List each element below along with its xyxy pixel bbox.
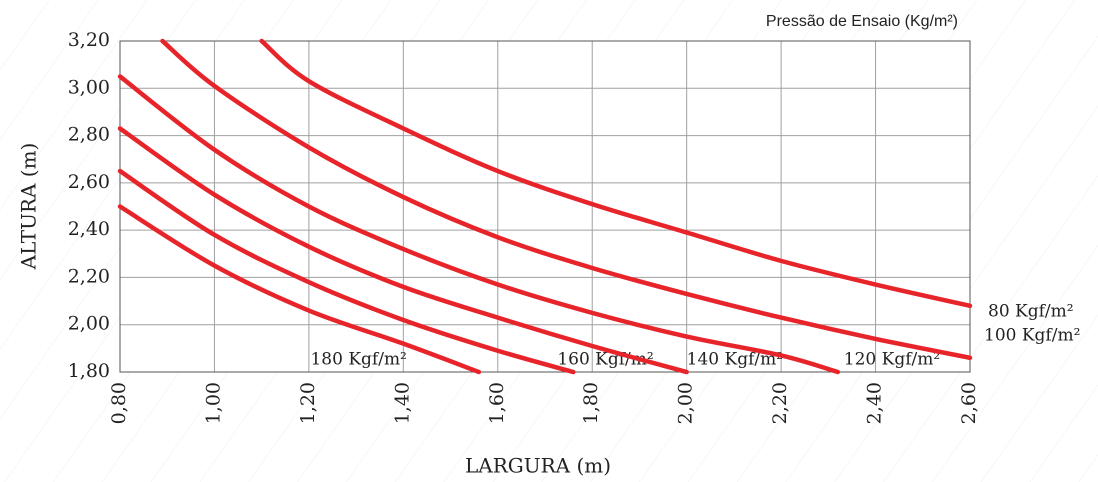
y-tick-label: 2,00 — [68, 313, 110, 335]
line-series — [117, 168, 576, 375]
x-tick-label: 1,20 — [297, 382, 319, 424]
line-series — [259, 38, 973, 309]
series-label: 80 Kgf/m² — [988, 301, 1074, 321]
y-tick-label: 2,60 — [68, 171, 110, 193]
x-tick-label: 1,00 — [202, 382, 224, 424]
plot-area — [120, 41, 970, 372]
y-tick-label: 2,20 — [68, 265, 110, 287]
x-tick-label: 2,40 — [864, 382, 886, 424]
y-axis-title: ALTURA (m) — [17, 143, 41, 271]
y-tick-label: 3,00 — [68, 76, 110, 98]
x-tick-label: 1,40 — [391, 382, 413, 424]
x-tick-label: 1,60 — [486, 382, 508, 424]
chart-title: Pressão de Ensaio (Kg/m²) — [766, 13, 958, 30]
series-label: 140 Kgf/m² — [687, 350, 783, 370]
line-series — [160, 38, 973, 361]
x-axis-title: LARGURA (m) — [465, 454, 611, 478]
y-tick-label: 2,40 — [68, 218, 110, 240]
series-label: 100 Kgf/m² — [984, 325, 1080, 345]
line-series — [117, 126, 689, 375]
y-tick-label: 2,80 — [68, 124, 110, 146]
x-tick-label: 2,00 — [675, 382, 697, 424]
y-tick-label: 1,80 — [68, 360, 110, 382]
series-label: 180 Kgf/m² — [310, 350, 406, 370]
line-series — [117, 204, 482, 375]
y-tick-label: 3,20 — [68, 29, 110, 51]
x-tick-label: 2,60 — [958, 382, 980, 424]
x-tick-label: 2,20 — [769, 382, 791, 424]
x-tick-label: 1,80 — [580, 382, 602, 424]
series-label: 120 Kgf/m² — [844, 350, 940, 370]
line-series — [117, 74, 841, 375]
x-tick-label: 0,80 — [108, 382, 130, 424]
